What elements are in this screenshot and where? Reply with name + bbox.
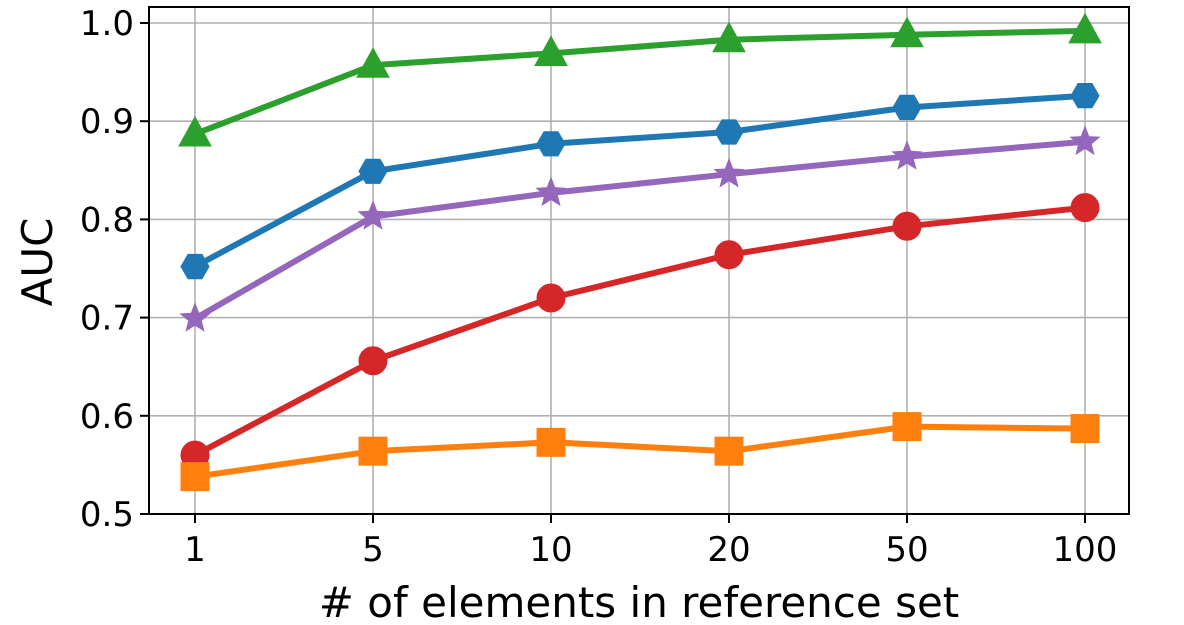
hexagon-marker [358, 158, 388, 184]
square-marker [892, 412, 922, 442]
triangle-marker [356, 47, 390, 78]
square-marker [536, 427, 566, 457]
series-line [192, 92, 1088, 270]
x-tick-label: 50 [885, 530, 928, 570]
x-tick-label: 100 [1053, 530, 1118, 570]
y-tick-label: 0.5 [80, 495, 134, 535]
series-triangle [178, 12, 1102, 147]
triangle-marker [890, 16, 924, 48]
star-marker [357, 200, 389, 230]
y-tick-label: 1.0 [80, 4, 134, 44]
triangle-marker [712, 21, 746, 53]
circle-marker [1070, 193, 1100, 223]
hexagon-marker [180, 253, 210, 280]
x-tick-label: 5 [362, 530, 384, 570]
series-star [179, 125, 1101, 332]
series-line [192, 423, 1088, 480]
star-marker [179, 302, 211, 332]
series-line [192, 27, 1088, 137]
circle-marker [892, 211, 922, 241]
square-marker [180, 462, 210, 492]
series-square [180, 412, 1100, 492]
y-tick-label: 0.9 [80, 102, 134, 142]
triangle-marker [534, 35, 568, 66]
x-axis-label: # of elements in reference set [319, 578, 960, 625]
y-axis-label: AUC [13, 218, 62, 307]
plot-frame [148, 6, 1130, 515]
y-tick-label: 0.7 [80, 299, 134, 339]
tick-labels: 1 5 10 20 50 100 0.5 0.6 0.7 0.8 0.9 1.0 [80, 4, 1118, 570]
circle-marker [358, 346, 388, 376]
x-tick-label: 10 [529, 530, 572, 570]
hexagon-marker [892, 94, 922, 121]
star-marker [713, 157, 745, 188]
y-tick-label: 0.6 [80, 397, 134, 437]
star-marker [891, 140, 923, 170]
series-circle [180, 193, 1100, 470]
series-line [192, 138, 1088, 322]
star-marker [1069, 125, 1101, 156]
square-marker [358, 436, 388, 466]
series-line [192, 204, 1088, 459]
hexagon-marker [1070, 83, 1100, 109]
x-tick-label: 1 [184, 530, 206, 570]
triangle-marker [178, 115, 212, 147]
series-hexagon [180, 83, 1100, 280]
square-marker [714, 436, 744, 466]
circle-marker [714, 240, 744, 270]
hexagon-marker [536, 131, 566, 157]
triangle-marker [1068, 12, 1102, 44]
series-layer [178, 12, 1102, 492]
square-marker [1070, 414, 1100, 444]
hexagon-marker [714, 119, 744, 145]
x-tick-label: 20 [707, 530, 750, 570]
circle-marker [536, 283, 566, 313]
star-marker [535, 176, 567, 207]
y-tick-label: 0.8 [80, 200, 134, 240]
